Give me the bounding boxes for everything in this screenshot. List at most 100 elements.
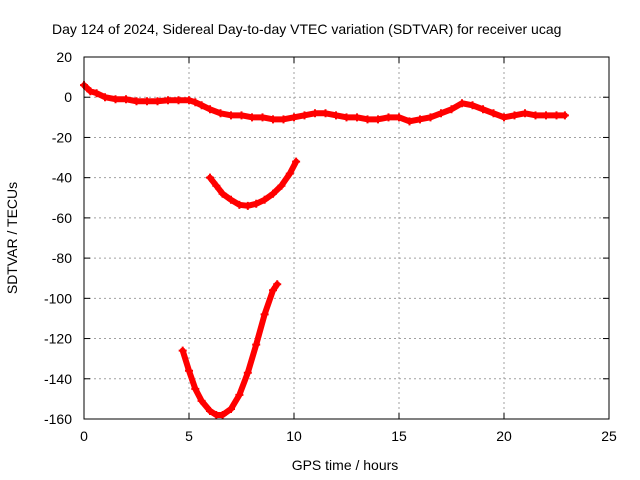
data-point (212, 181, 221, 190)
data-point (521, 109, 529, 118)
data-point (235, 390, 244, 399)
y-tick-label: -60 (52, 210, 72, 226)
x-tick-label: 20 (496, 428, 512, 444)
data-point (416, 115, 424, 124)
data-point (132, 97, 141, 106)
data-point (218, 189, 227, 198)
data-point (363, 115, 372, 124)
data-point (153, 97, 162, 106)
data-point (101, 93, 109, 102)
series-band (207, 158, 300, 209)
y-tick-label: -100 (44, 290, 72, 306)
data-point (218, 410, 227, 419)
data-point (260, 310, 269, 319)
x-tick-label: 0 (80, 428, 88, 444)
data-point (560, 111, 569, 120)
y-tick-label: -20 (52, 129, 72, 145)
series-band (179, 281, 281, 418)
data-point (342, 113, 351, 122)
data-point (235, 200, 244, 209)
data-point (510, 111, 519, 120)
data-point (197, 396, 206, 405)
data-point (321, 109, 330, 118)
y-tick-label: -80 (52, 250, 72, 266)
data-point (206, 105, 214, 114)
data-point (395, 113, 403, 122)
data-point (426, 113, 435, 122)
data-point (353, 113, 361, 122)
data-point (269, 115, 277, 124)
y-tick-label: -140 (44, 371, 72, 387)
data-point (290, 113, 298, 122)
data-point (285, 169, 294, 178)
data-point (143, 97, 151, 106)
y-tick-label: 0 (64, 89, 72, 105)
y-tick-label: -160 (44, 411, 72, 427)
data-point (174, 96, 183, 105)
data-point (252, 340, 261, 349)
data-point (273, 280, 282, 289)
data-point (111, 95, 120, 104)
series-main (80, 81, 569, 126)
y-tick-label: -40 (52, 170, 72, 186)
data-point (122, 95, 130, 104)
x-tick-label: 25 (601, 428, 617, 444)
data-point (437, 109, 445, 118)
data-point (552, 111, 561, 120)
data-point (258, 113, 267, 122)
data-point (311, 109, 319, 118)
data-point (292, 157, 301, 166)
data-point (531, 111, 540, 120)
data-point (500, 113, 508, 122)
y-axis-label: SDTVAR / TECUs (4, 182, 20, 294)
data-point (178, 346, 187, 355)
data-point (185, 96, 193, 105)
data-point (269, 286, 277, 295)
data-point (227, 195, 235, 204)
plot-frame (83, 56, 610, 420)
series-upper-arc (206, 157, 301, 210)
data-point (86, 87, 95, 96)
data-point (277, 181, 286, 190)
data-point (405, 117, 414, 126)
data-point (206, 173, 214, 182)
data-point (479, 105, 487, 114)
data-point (489, 109, 498, 118)
y-tick-label: 20 (56, 49, 72, 65)
data-point (185, 366, 193, 375)
data-point (216, 109, 225, 118)
data-point (92, 89, 101, 98)
x-tick-label: 15 (391, 428, 407, 444)
data-point (279, 115, 288, 124)
x-tick-label: 5 (185, 428, 193, 444)
x-tick-label: 10 (286, 428, 302, 444)
data-point (260, 195, 269, 204)
data-point (252, 199, 261, 208)
data-point (237, 111, 246, 120)
data-point (191, 98, 200, 107)
data-point (458, 99, 466, 108)
data-point (447, 105, 456, 114)
data-point (542, 111, 550, 120)
x-axis: 0 5 10 15 20 25 (80, 57, 617, 444)
data-point (206, 406, 214, 415)
data-point (227, 404, 235, 413)
data-point (243, 201, 252, 210)
series-lower-arc (178, 280, 282, 419)
y-tick-label: -120 (44, 331, 72, 347)
chart-title: Day 124 of 2024, Sidereal Day-to-day VTE… (52, 21, 561, 37)
data-point (468, 101, 477, 110)
y-axis: 20 0 -20 -40 -60 -80 -100 -120 -140 -160 (44, 49, 609, 427)
data-point (243, 368, 252, 377)
x-axis-label: GPS time / hours (292, 457, 399, 473)
data-point (191, 384, 200, 393)
data-point (384, 113, 393, 122)
data-point (227, 111, 235, 120)
data-point (374, 115, 382, 124)
data-point (269, 189, 277, 198)
data-point (197, 101, 206, 110)
data-point (248, 113, 256, 122)
data-point (164, 96, 172, 105)
data-series (80, 81, 569, 419)
